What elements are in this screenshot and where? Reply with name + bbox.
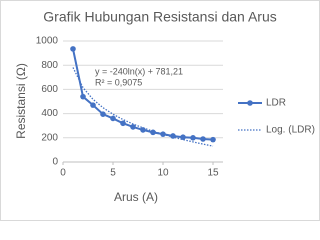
trend-r-squared: R² = 0,9075 [95,77,142,87]
series-line [72,67,214,147]
chart-title: Grafik Hubungan Resistansi dan Arus [43,9,276,25]
page: Grafik Hubungan Resistansi dan Arus Arus… [0,0,320,221]
x-tick-label: 10 [157,168,169,179]
y-tick-label: 800 [41,60,58,71]
legend-label: Log. (LDR) [266,125,315,136]
x-tick-label: 15 [207,168,219,179]
data-point [200,136,206,142]
y-tick-label: 600 [41,84,58,95]
data-point [130,124,136,130]
data-point [160,131,166,137]
data-point [110,115,116,122]
trend-equation: y = -240ln(x) + 781,21 [95,66,183,76]
data-point [210,136,216,143]
legend-marker [247,100,253,106]
y-axis-label: Resistansi (Ω) [14,63,28,139]
data-point [80,93,86,100]
y-tick-label: 1000 [36,36,59,47]
data-point [70,46,76,52]
y-tick-label: 200 [41,132,58,143]
chart-border [0,0,320,221]
x-tick-label: 0 [60,168,66,179]
data-point [120,120,126,127]
data-point [140,127,146,133]
y-tick-label: 0 [52,157,58,168]
data-point [90,102,96,108]
data-point [100,111,106,118]
data-point [150,129,156,136]
x-tick-label: 5 [110,168,116,179]
data-point [190,135,196,141]
y-tick-label: 400 [41,108,58,119]
x-axis-label: Arus (A) [114,190,158,204]
legend-label: LDR [266,98,286,109]
chart: Grafik Hubungan Resistansi dan Arus Arus… [0,0,320,221]
data-point [170,133,176,139]
